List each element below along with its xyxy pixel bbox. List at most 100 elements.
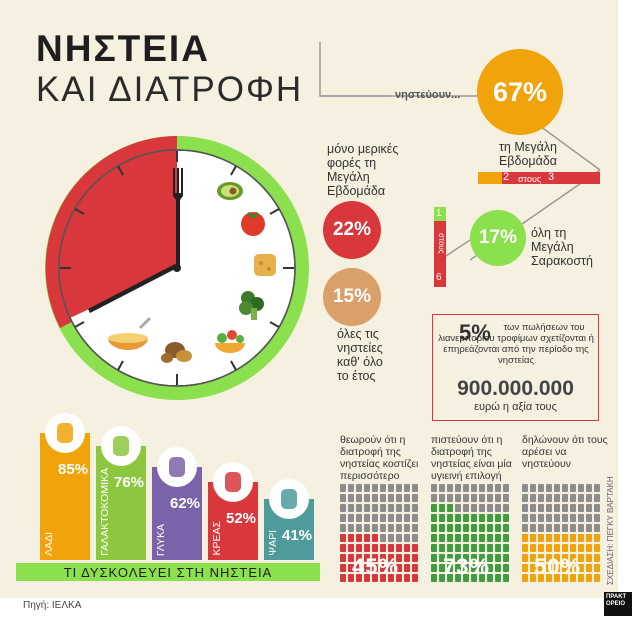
grid-cell — [356, 504, 362, 512]
grid-cell — [487, 484, 493, 492]
grid-cell — [431, 504, 437, 512]
sales-text: των πωλήσεων του λιανεμπορίου τροφίμων σ… — [438, 322, 594, 366]
grid-cell — [388, 554, 394, 562]
grid-cell — [503, 554, 509, 562]
grid-cell — [388, 534, 394, 542]
grid-cell — [364, 554, 370, 562]
grid-cell — [396, 484, 402, 492]
grid-cell — [439, 494, 445, 502]
grid-cell — [586, 494, 592, 502]
grid-cell — [396, 544, 402, 552]
grid-cell — [503, 524, 509, 532]
grid-cell — [364, 524, 370, 532]
grid-cell — [356, 564, 362, 572]
grid-cell — [570, 524, 576, 532]
grid-cell — [340, 534, 346, 542]
grid-cell — [455, 574, 461, 582]
grid-cell — [546, 484, 552, 492]
sales-amount: 900.000.000 — [457, 377, 574, 400]
grid-cell — [522, 564, 528, 572]
grid-cell — [522, 574, 528, 582]
grid-cell — [463, 494, 469, 502]
difficulty-value: 76% — [114, 474, 145, 491]
difficulty-bar: 52% ΚΡΕΑΣ — [208, 462, 258, 560]
avocado-icon — [217, 182, 243, 200]
grid-cell — [380, 564, 386, 572]
sales-amount-label: ευρώ η αξία τους — [474, 401, 557, 413]
grid-cell — [554, 484, 560, 492]
grid-cell — [495, 564, 501, 572]
grid-cell — [479, 484, 485, 492]
grid-cell — [562, 544, 568, 552]
difficulty-value: 85% — [58, 460, 89, 478]
grid-cell — [380, 514, 386, 522]
grid-cell — [431, 494, 437, 502]
opinion-text: θεωρούν ότι η διατροφή της νηστείας κοστ… — [340, 434, 419, 482]
grid-cell — [412, 564, 418, 572]
grid-cell — [412, 554, 418, 562]
grid-cell — [570, 574, 576, 582]
grid-cell — [538, 544, 544, 552]
grid-cell — [479, 564, 485, 572]
grid-cell — [538, 484, 544, 492]
grid-cell — [546, 494, 552, 502]
week-ratio-b: 3 — [548, 171, 555, 183]
grid-cell — [554, 574, 560, 582]
source: Πηγή: ΙΕΛΚΑ — [23, 600, 82, 611]
difficulty-value: 52% — [226, 510, 257, 527]
grid-cell — [530, 554, 536, 562]
grid-cell — [586, 484, 592, 492]
grid-cell — [546, 524, 552, 532]
grid-cell — [463, 524, 469, 532]
grid-cell — [364, 574, 370, 582]
grid-cell — [439, 534, 445, 542]
grid-cell — [503, 504, 509, 512]
grid-cell — [594, 564, 600, 572]
designer-credit: ΣΧΕΔΙΑΣΗ: ΠΕΓΚΥ ΒΑΡΤΑΚΗ — [606, 476, 615, 585]
chicken-icon — [213, 462, 253, 502]
grid-cell — [348, 484, 354, 492]
opinion-value: 73% — [443, 554, 491, 579]
difficulty-bar: 41% ΨΑΡΙ — [264, 478, 314, 560]
tomato-icon — [241, 211, 265, 236]
grid-cell — [380, 484, 386, 492]
difficulty-title: ΤΙ ΔΥΣΚΟΛΕΥΕΙ ΣΤΗ ΝΗΣΤΕΙΑ — [63, 565, 273, 580]
grid-cell — [348, 544, 354, 552]
grid-cell — [578, 514, 584, 522]
opinion-value: 50% — [534, 554, 582, 579]
grid-cell — [570, 484, 576, 492]
grid-cell — [439, 484, 445, 492]
week-ratio-a: 2 — [503, 171, 510, 183]
opinion-value: 45% — [352, 554, 400, 579]
grid-cell — [594, 494, 600, 502]
grid-cell — [388, 574, 394, 582]
grid-cell — [404, 524, 410, 532]
grid-cell — [495, 494, 501, 502]
grid-cell — [487, 564, 493, 572]
grid-cell — [340, 544, 346, 552]
grid-cell — [348, 494, 354, 502]
grid-cell — [396, 564, 402, 572]
difficulty-value: 62% — [170, 495, 201, 512]
grid-cell — [431, 524, 437, 532]
grid-cell — [479, 494, 485, 502]
sales-box: 5% των πωλήσεων του λιανεμπορίου τροφίμω… — [432, 314, 599, 421]
grid-cell — [594, 524, 600, 532]
grid-cell — [439, 524, 445, 532]
some-value: 22% — [332, 219, 372, 240]
grid-cell — [578, 574, 584, 582]
grid-cell — [340, 494, 346, 502]
grid-cell — [439, 544, 445, 552]
week-ratio-bar: 2 στους 3 — [478, 171, 600, 184]
grid-cell — [522, 534, 528, 542]
grid-cell — [439, 514, 445, 522]
grid-cell — [495, 524, 501, 532]
grid-cell — [487, 524, 493, 532]
difficulty-bar: 85% ΛΑΔΙ — [40, 412, 90, 560]
grid-cell — [364, 564, 370, 572]
grid-cell — [495, 534, 501, 542]
grid-cell — [546, 544, 552, 552]
grid-cell — [388, 514, 394, 522]
grid-cell — [554, 504, 560, 512]
grid-cell — [380, 524, 386, 532]
